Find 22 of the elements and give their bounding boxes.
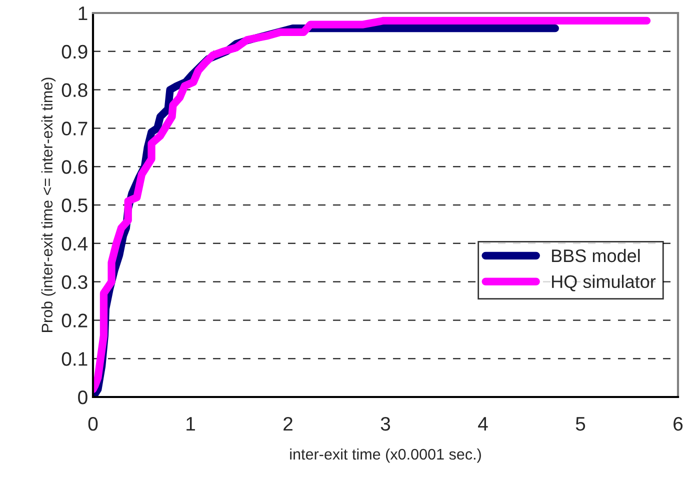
y-tick-label: 0.8 [62,83,88,98]
y-tick-label: 0.2 [62,314,88,328]
x-tick-label: 1 [186,417,195,431]
x-axis-title: inter-exit time (x0.0001 sec.) [290,448,481,463]
y-tick-label: 0.4 [62,236,88,251]
y-tick-label: 0.5 [62,198,88,212]
y-tick-label: 1 [78,6,88,20]
y-tick-label: 0.3 [62,275,88,290]
y-tick-label: 0 [78,390,88,404]
x-tick-label: 3 [380,416,390,431]
legend-label: BBS model [552,248,640,262]
x-tick-label: 4 [478,417,488,431]
y-tick-label: 0.9 [62,44,88,59]
legend-label: HQ simulator [552,274,656,292]
y-axis-title: Prob (inter-exit time <= inter-exit time) [41,78,56,332]
y-tick-label: 0.7 [62,122,88,136]
x-tick-label: 2 [284,416,292,431]
x-tick-label: 5 [576,417,586,431]
y-tick-label: 0.6 [62,160,88,174]
x-tick-label: 0 [88,416,98,431]
y-tick-label: 0.1 [62,352,88,366]
x-tick-label: 6 [674,416,683,431]
